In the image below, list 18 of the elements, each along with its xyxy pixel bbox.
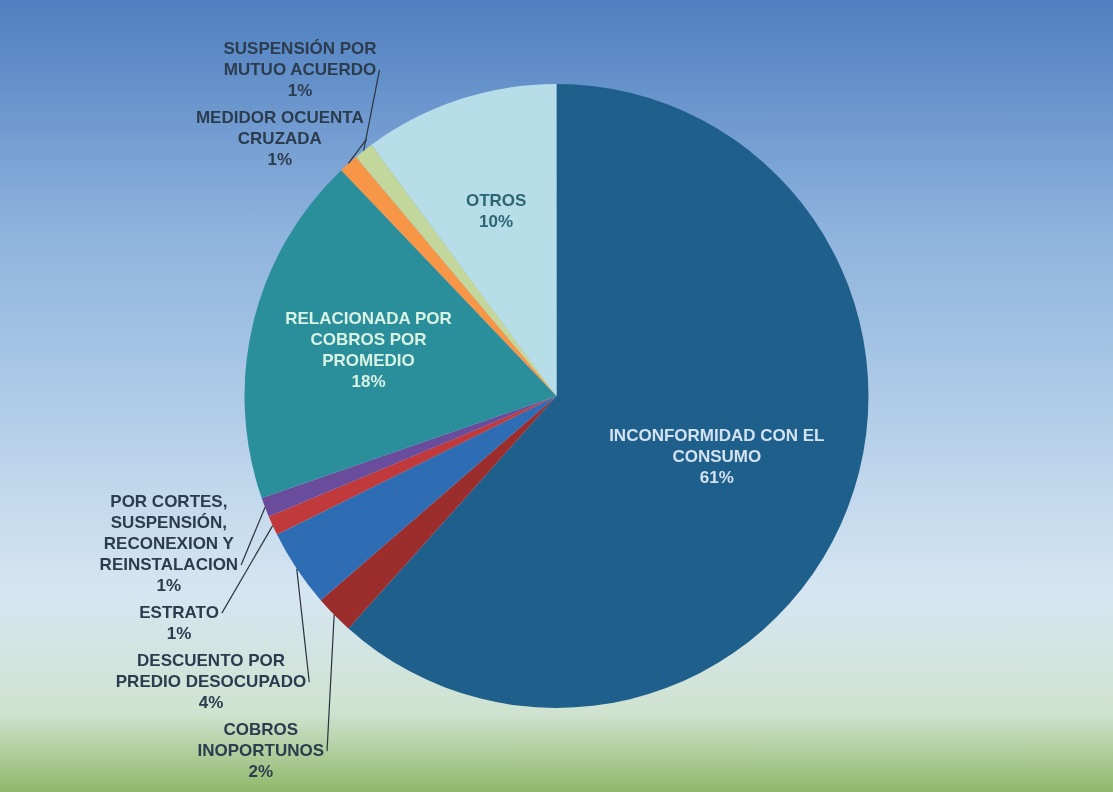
data-label: 10% [479, 212, 514, 232]
data-label: 61% [699, 467, 734, 487]
data-label: 4% [198, 692, 224, 712]
data-label: 1% [166, 623, 192, 643]
data-label: 2% [248, 761, 274, 781]
slice-label: OTROS [465, 191, 527, 211]
slice-label: SUSPENSIÓN POR MUTUO ACUERDO [223, 38, 377, 79]
slice-label: DESCUENTO POR PREDIO DESOCUPADO [115, 650, 307, 691]
slice-label: POR CORTES, SUSPENSIÓN, RECONEXION Y REINSTALACION [99, 491, 239, 574]
data-label: 1% [287, 80, 313, 100]
slice-label: COBROS INOPORTUNOS [197, 719, 325, 760]
slice-label: ESTRATO [139, 602, 219, 622]
slice-label: MEDIDOR OCUENTA CRUZADA [195, 107, 364, 148]
slice-label: INCONFORMIDAD CON EL CONSUMO [609, 425, 825, 466]
data-label: 18% [351, 371, 386, 391]
data-label: 1% [156, 575, 182, 595]
slice-label: RELACIONADA POR COBROS POR PROMEDIO [285, 308, 452, 370]
data-label: 1% [267, 149, 293, 169]
